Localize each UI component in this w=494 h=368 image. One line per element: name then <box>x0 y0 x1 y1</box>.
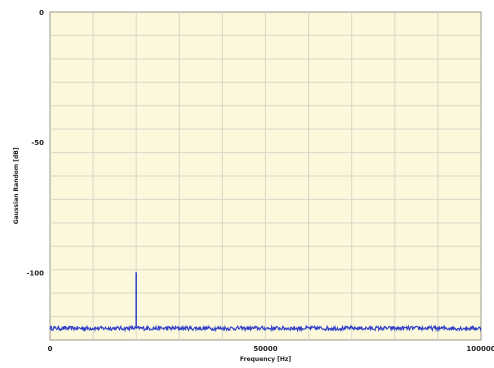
grid-lines <box>50 12 481 340</box>
x-tick-label: 100000 <box>466 345 494 353</box>
x-tick-label: 0 <box>48 345 53 353</box>
y-axis-ticks: 0 -50 -100 <box>26 9 44 277</box>
y-tick-label: 0 <box>39 9 44 17</box>
noise-floor-line <box>49 324 482 333</box>
y-tick-label: -100 <box>26 269 44 277</box>
y-tick-label: -50 <box>31 139 44 147</box>
x-axis-ticks: 0 50000 100000 <box>48 345 494 353</box>
x-tick-label: 50000 <box>253 345 277 353</box>
x-axis-label: Frequency [Hz] <box>240 356 291 363</box>
series-layer <box>49 272 482 333</box>
y-axis-label: Gaussian Random [dB] <box>13 147 20 224</box>
